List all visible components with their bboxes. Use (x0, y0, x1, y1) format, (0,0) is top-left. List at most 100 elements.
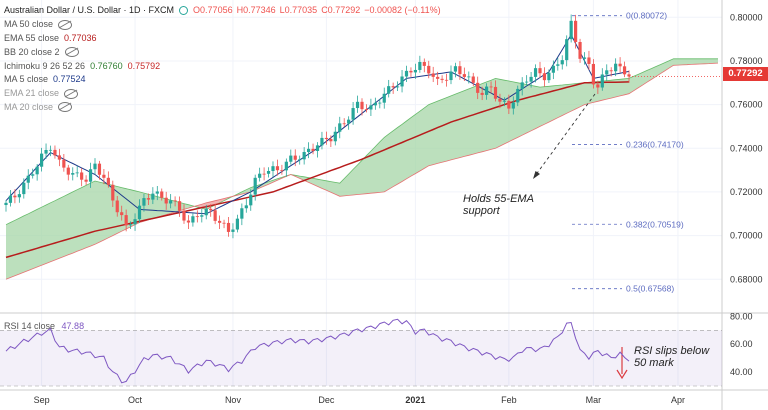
candle-body (195, 216, 199, 218)
candle-body (209, 208, 213, 211)
close-value: C0.77292 (321, 5, 361, 16)
indicator-ema55[interactable]: EMA 55 close 0.77036 (4, 32, 441, 46)
ema55-path (5, 81, 630, 259)
senkou-span-b (5, 62, 719, 280)
candle-body (404, 70, 409, 77)
rsi-legend[interactable]: RSI 14 close 47.88 (4, 321, 84, 331)
support-annotation: Holds 55-EMA support (463, 193, 534, 217)
candle-body (173, 200, 177, 202)
indicator-bb20[interactable]: BB 20 close 2 (4, 45, 441, 59)
fib-label: 0(0.80072) (626, 11, 667, 21)
candle-body (605, 70, 609, 75)
indicator-label: BB 20 close 2 (4, 46, 60, 57)
indicator-label: EMA 21 close (4, 88, 60, 99)
candle-body (351, 108, 355, 120)
candle-body (253, 177, 257, 195)
candle-body (182, 210, 186, 221)
support-arrow-line (534, 93, 596, 177)
rsi-annotation-line1: RSI slips below (634, 345, 710, 357)
candle-body (400, 76, 404, 87)
candle-body (124, 215, 128, 226)
eye-hidden-icon[interactable] (64, 47, 79, 58)
indicator-ema21[interactable]: EMA 21 close (4, 87, 441, 101)
time-tick-label: Feb (501, 395, 517, 405)
candle-body (587, 57, 591, 64)
indicator-ichimoku[interactable]: Ichimoku 9 26 52 26 0.76760 0.75792 (4, 59, 441, 73)
candle-body (155, 191, 159, 194)
candle-body (262, 173, 266, 175)
candle-body (342, 123, 346, 125)
candle-body (226, 222, 231, 232)
symbol-title[interactable]: Australian Dollar / U.S. Dollar · 1D · F… (4, 5, 175, 16)
candle-body (4, 202, 8, 206)
candle-body (302, 151, 306, 160)
candle-body (93, 163, 97, 170)
candle-body (600, 74, 604, 88)
candle-body (97, 163, 102, 175)
price-tick-label: 0.78000 (730, 56, 763, 66)
indicator-value2: 0.75792 (127, 60, 161, 71)
candle-body (529, 76, 533, 82)
candle-body (151, 193, 155, 200)
candle-body (218, 220, 222, 223)
candle-body (627, 74, 631, 77)
candle-body (146, 198, 150, 200)
candle-body (53, 149, 57, 156)
candle-body (240, 208, 244, 219)
candle-body (507, 100, 511, 109)
rsi-label: RSI 14 close (4, 321, 56, 331)
candle-body (485, 86, 489, 95)
candle-body (453, 66, 458, 72)
eye-hidden-icon[interactable] (58, 19, 73, 30)
candle-body (75, 172, 79, 174)
price-tick-label: 0.74000 (730, 143, 763, 153)
candle-body (275, 166, 280, 171)
indicator-ma5[interactable]: MA 5 close 0.77524 (4, 73, 441, 87)
indicator-ma50[interactable]: MA 50 close (4, 18, 441, 32)
candle-body (582, 57, 587, 59)
candle-body (8, 195, 13, 203)
candle-body (235, 218, 239, 230)
candle-body (596, 84, 600, 88)
candle-body (115, 200, 119, 213)
axes: 0.80000 0.78000 0.76000 0.74000 0.72000 0.700… (34, 12, 763, 405)
candle-body (71, 173, 75, 175)
candle-body (271, 166, 275, 171)
rsi-band (0, 330, 722, 386)
candle-body (191, 216, 195, 223)
candle-body (17, 194, 21, 198)
rsi-line (5, 318, 630, 384)
candle-body (391, 86, 395, 88)
price-tick-label: 0.68000 (730, 274, 763, 284)
indicator-ma20[interactable]: MA 20 close (4, 101, 441, 115)
candle-body (409, 70, 413, 73)
candle-body (565, 39, 569, 61)
time-tick-label: Sep (34, 395, 50, 405)
cloud-bullish (232, 58, 718, 197)
eye-hidden-icon[interactable] (58, 102, 73, 113)
support-annotation-line1: Holds 55-EMA (463, 193, 534, 205)
candle-body (129, 224, 133, 226)
candle-body (614, 63, 618, 72)
time-tick-label: 2021 (405, 395, 425, 405)
candle-body (511, 102, 515, 109)
candle-body (307, 148, 311, 152)
candle-body (427, 65, 431, 74)
candle-body (177, 201, 182, 211)
candle-body (35, 166, 39, 175)
rsi-arrow-head (616, 369, 628, 380)
candle-body (418, 61, 422, 70)
indicator-value: 0.77524 (53, 74, 86, 85)
live-dot-icon (179, 6, 189, 16)
eye-hidden-icon[interactable] (64, 88, 79, 99)
ema55-line (5, 81, 630, 259)
candle-body (44, 149, 48, 154)
price-tick-label: 0.80000 (730, 12, 763, 22)
candle-body (467, 76, 471, 78)
time-tick-label: Apr (671, 395, 685, 405)
candle-body (258, 173, 262, 178)
symbol-header: Australian Dollar / U.S. Dollar · 1D · F… (4, 4, 441, 18)
candles (4, 14, 722, 239)
candle-body (62, 159, 66, 168)
